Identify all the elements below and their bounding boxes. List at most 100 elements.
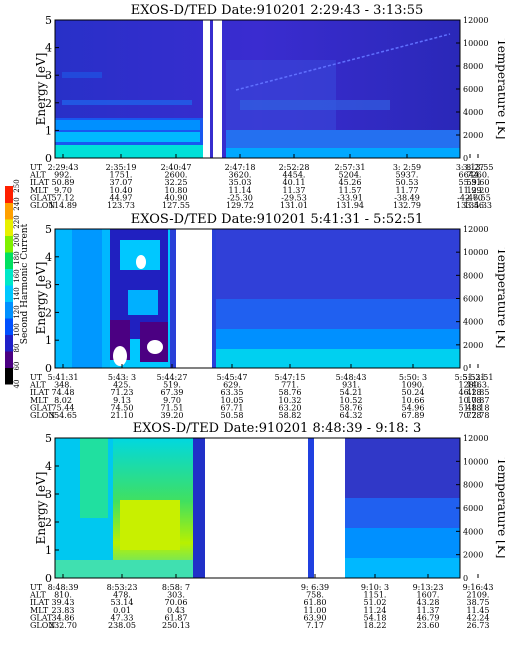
colorbar: 40 60 80 100 120 140 160 180 200 220 240 250 Second… [5, 179, 30, 388]
panel-2-band [216, 329, 460, 349]
panel-1-y2tick-label: 2000 [463, 131, 483, 140]
panel-2-table-cell: 10.87 [467, 396, 490, 405]
panel-3-table-cell: 43.28 [417, 598, 440, 607]
panel-1-data-gap [203, 20, 210, 158]
panel-2-y2label: Temperature [K] [495, 248, 505, 349]
panel-1-table-cell: 3: 2:59 [393, 163, 421, 172]
panel-1-table-cell: 12.20 [467, 186, 490, 195]
panel-2-band [128, 290, 158, 315]
panel-2: EXOS-D/TED Date:910201 5:41:31 - 5:52:51… [29, 212, 505, 420]
panel-3-table-cell: 46.79 [417, 613, 440, 622]
panel-3-y2tick-label: 8000 [463, 481, 483, 490]
panel-1-table-cell: 7260. [467, 171, 490, 180]
panel-2-table-cell: 74.48 [52, 388, 75, 397]
panel-3-table-cell: 9: 6:39 [301, 583, 329, 592]
panel-3-band [345, 528, 460, 558]
panel-2-table-cell: 931. [342, 381, 360, 390]
panel-1-ylabel: Energy [eV] [34, 53, 48, 126]
panel-2-blob [147, 340, 163, 354]
panel-3-table-cell: 51.02 [364, 598, 387, 607]
panel-3-table-cell: 250.13 [162, 621, 190, 630]
panel-1-row-label: UT [30, 163, 43, 172]
panel-2-table-cell: 5:41:31 [48, 373, 79, 382]
panel-1-table-cell: -33.91 [337, 193, 363, 202]
panel-2-band [216, 299, 460, 329]
panel-1-table-cell: 132.79 [393, 201, 421, 210]
panel-2-y2tick-label: 4000 [463, 318, 483, 327]
panel-2-table-cell: 9.13 [113, 396, 131, 405]
colorbar-label: Second Harmonic Current [20, 223, 30, 344]
panel-1-band [55, 145, 203, 158]
panel-1-table-cell: 3: 8:27 [456, 163, 484, 172]
panel-1-table-cell: -38.49 [394, 193, 420, 202]
colorbar-tick-label: 250 [13, 179, 21, 192]
panel-3-table-cell: 758. [306, 591, 324, 600]
panel-1-ytick-label: 3 [45, 69, 52, 82]
panel-2-row-label: MLT [30, 396, 49, 405]
panel-3-table-cell: 7.17 [306, 621, 324, 630]
panel-1-table-cell: 50.53 [396, 178, 419, 187]
panel-3-row-label: MLT [30, 606, 49, 615]
panel-3-row-label: ALT [29, 591, 46, 600]
panel-2-table-cell: 71.51 [161, 403, 184, 412]
panel-2-table-cell: 10.66 [402, 396, 425, 405]
colorbar-tick-label: 60 [13, 362, 21, 371]
panel-3-band [193, 438, 205, 578]
panel-1-table-cell: 2:29:43 [48, 163, 79, 172]
panel-1-band [62, 72, 102, 78]
colorbar-tick-label: 40 [13, 380, 21, 389]
panel-1-y2tick-label: 10000 [463, 39, 488, 48]
panel-2-ytick-label: 2 [45, 306, 52, 319]
panel-1-y2label: Temperature [K] [495, 39, 505, 140]
panel-1-table-cell: 1751. [110, 171, 133, 180]
panel-2-table-cell: 425. [113, 381, 131, 390]
panel-1-table-cell: 127.55 [162, 201, 190, 210]
colorbar-tick-label: 240 [13, 197, 21, 210]
colorbar-tick-label: 80 [13, 344, 21, 353]
panel-1-yticks: 0 1 2 3 4 5 [45, 14, 59, 165]
panel-3-ytick-label: 4 [45, 460, 52, 473]
panel-1-table-cell: 57.12 [52, 193, 75, 202]
panel-2-table-cell: 75.44 [52, 403, 75, 412]
panel-2-row-label: ILAT [30, 388, 50, 397]
panel-1-table-cell: 992. [54, 171, 72, 180]
panel-1-table-cell: 35.03 [229, 178, 252, 187]
colorbar-tick-label: 180 [13, 251, 21, 264]
panel-1-table-cell: 40.90 [165, 193, 188, 202]
panel-3-y2label: Temperature [K] [495, 458, 505, 559]
colorbar-swatch [5, 334, 13, 352]
colorbar-swatch [5, 252, 13, 269]
panel-1-band [55, 132, 200, 142]
panel-1-table-cell: 123.73 [107, 201, 135, 210]
panel-1-table-cell: 11.57 [339, 186, 362, 195]
panel-1-table-cell: 59.60 [467, 178, 490, 187]
panel-2-table-cell: 72.78 [467, 411, 490, 420]
panel-2-table-cell: 46.18 [459, 388, 482, 397]
panel-1-table-cell: 55.31 [459, 178, 482, 187]
panel-2-table-cell: 5:51:31 [455, 373, 486, 382]
panel-3-table-cell: 42.24 [467, 613, 490, 622]
panel-3-band [345, 438, 460, 498]
panel-1: EXOS-D/TED Date:910201 2:29:43 - 3:13:55… [29, 3, 505, 210]
panel-1-table-cell: 2600. [165, 171, 188, 180]
panel-3-band [55, 560, 205, 578]
panel-3-table-cell: 53.14 [111, 598, 134, 607]
panel-3-band [120, 500, 180, 550]
panel-1-table-cell: 11.99 [459, 186, 482, 195]
panel-1-temperature-trace [235, 33, 451, 91]
panel-3-y2ticks: 0 2000 4000 6000 8000 10000 12000 [456, 434, 488, 583]
panel-1-table-cell: 45.26 [339, 178, 362, 187]
panel-3-table-cell: 232.70 [49, 621, 77, 630]
panel-1-table-cell: 32.25 [165, 178, 188, 187]
panel-2-y2tick-label: 10000 [463, 248, 488, 257]
colorbar-swatch [5, 268, 13, 286]
panel-3-table-cell: 8:58: 7 [162, 583, 190, 592]
panel-3: EXOS-D/TED Date:910201 8:48:39 - 9:18: 3… [29, 421, 505, 630]
panel-3-table-cell: 61.87 [165, 613, 188, 622]
panel-2-row-label: ALT [29, 381, 46, 390]
panel-2-y2tick-label: 12000 [463, 225, 488, 234]
panel-2-table-cell: 5:52:51 [463, 373, 494, 382]
panel-2-spectrogram [55, 229, 460, 368]
panel-1-ytick-label: 5 [45, 14, 52, 27]
panel-2-table-cell: 5:45:47 [217, 373, 248, 382]
